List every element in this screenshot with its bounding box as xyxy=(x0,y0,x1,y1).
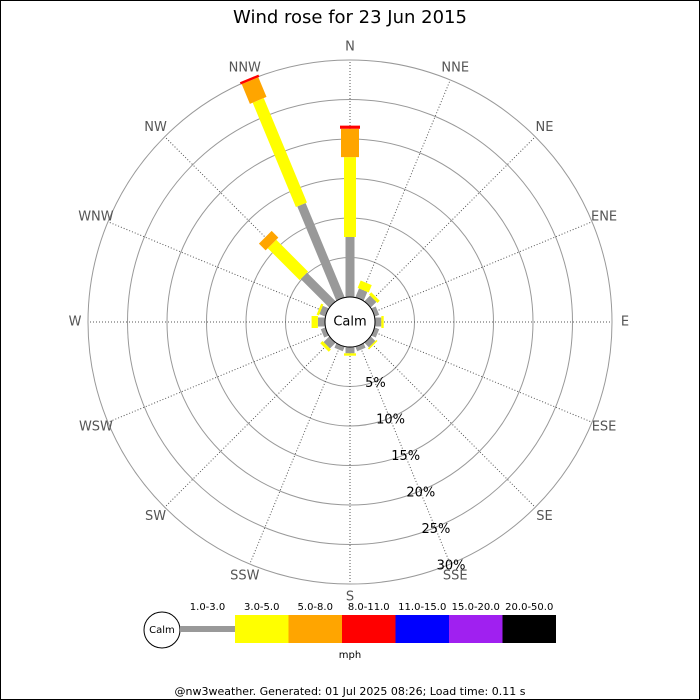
ring-label: 30% xyxy=(437,558,466,573)
legend-swatch xyxy=(180,626,235,632)
bar-segment xyxy=(323,336,336,349)
bar-segment xyxy=(334,343,345,352)
unit-label: mph xyxy=(339,650,361,661)
chart-title: Wind rose for 23 Jun 2015 xyxy=(233,7,467,28)
legend-label: 15.0-20.0 xyxy=(452,602,500,613)
direction-label: NNE xyxy=(441,60,469,75)
ring-label: 25% xyxy=(421,522,450,537)
spoke xyxy=(249,344,341,565)
ring-label: 5% xyxy=(365,376,386,391)
legend-label: 5.0-8.0 xyxy=(298,602,333,613)
bar-segment xyxy=(371,327,380,338)
spoke xyxy=(372,331,593,423)
bar-segment xyxy=(267,239,309,281)
ring-label: 20% xyxy=(406,485,435,500)
bar-segment xyxy=(369,292,380,303)
bar-segment xyxy=(258,230,279,251)
direction-label: WNW xyxy=(78,209,114,224)
direction-label: ESE xyxy=(592,420,617,435)
direction-label: N xyxy=(345,40,355,55)
bar-segment xyxy=(320,341,331,352)
direction-label: SW xyxy=(145,509,166,524)
bar-segment xyxy=(364,336,376,348)
direction-label: NW xyxy=(144,120,167,135)
spoke xyxy=(359,79,451,300)
legend-label: 1.0-3.0 xyxy=(190,602,225,613)
legend-label: 8.0-11.0 xyxy=(348,602,390,613)
spoke xyxy=(372,221,593,313)
legend-swatch xyxy=(288,615,342,643)
direction-label: ENE xyxy=(591,209,617,224)
bar-segment xyxy=(355,288,368,301)
direction-label: E xyxy=(621,315,629,330)
direction-label: SSE xyxy=(443,569,468,584)
direction-label: SE xyxy=(536,509,552,524)
direction-label: SSW xyxy=(230,569,260,584)
bar-segment xyxy=(300,272,336,308)
ring xyxy=(87,59,613,585)
legend-label: 3.0-5.0 xyxy=(244,602,279,613)
legend-calm-label: Calm xyxy=(149,625,175,636)
calm-label: Calm xyxy=(333,315,366,330)
legend-label: 20.0-50.0 xyxy=(505,602,553,613)
bar-segment xyxy=(316,303,324,316)
bar-segment xyxy=(357,280,372,293)
footer: @nw3weather. Generated: 01 Jul 2025 08:2… xyxy=(175,685,526,698)
legend-label: 11.0-15.0 xyxy=(398,602,446,613)
spoke xyxy=(367,136,536,305)
ring-label: 10% xyxy=(376,412,405,427)
legend-swatch xyxy=(449,615,503,643)
bar-segment xyxy=(239,74,260,85)
direction-label: NE xyxy=(535,120,553,135)
bar-segment xyxy=(371,306,380,317)
direction-label: W xyxy=(69,315,82,330)
legend-swatch xyxy=(395,615,449,643)
bar-segment xyxy=(297,203,345,301)
bar-segment xyxy=(355,343,366,352)
legend-swatch xyxy=(502,615,556,643)
direction-label: S xyxy=(346,590,354,605)
bar-segment xyxy=(320,327,329,338)
legend-swatch xyxy=(342,615,396,643)
legend-swatch xyxy=(235,615,289,643)
spoke xyxy=(367,339,536,508)
bar-segment xyxy=(319,305,329,317)
bar-segment xyxy=(364,295,377,308)
spoke xyxy=(359,344,451,565)
spoke xyxy=(164,339,333,508)
bar-segment xyxy=(241,77,267,104)
direction-label: WSW xyxy=(79,420,113,435)
spoke xyxy=(107,221,328,313)
spoke xyxy=(107,331,328,423)
ring xyxy=(127,99,573,545)
bar-segment xyxy=(252,98,307,208)
ring-label: 15% xyxy=(391,449,420,464)
bar-segment xyxy=(367,339,378,350)
calm-circle xyxy=(324,296,376,348)
direction-label: NNW xyxy=(229,60,261,75)
